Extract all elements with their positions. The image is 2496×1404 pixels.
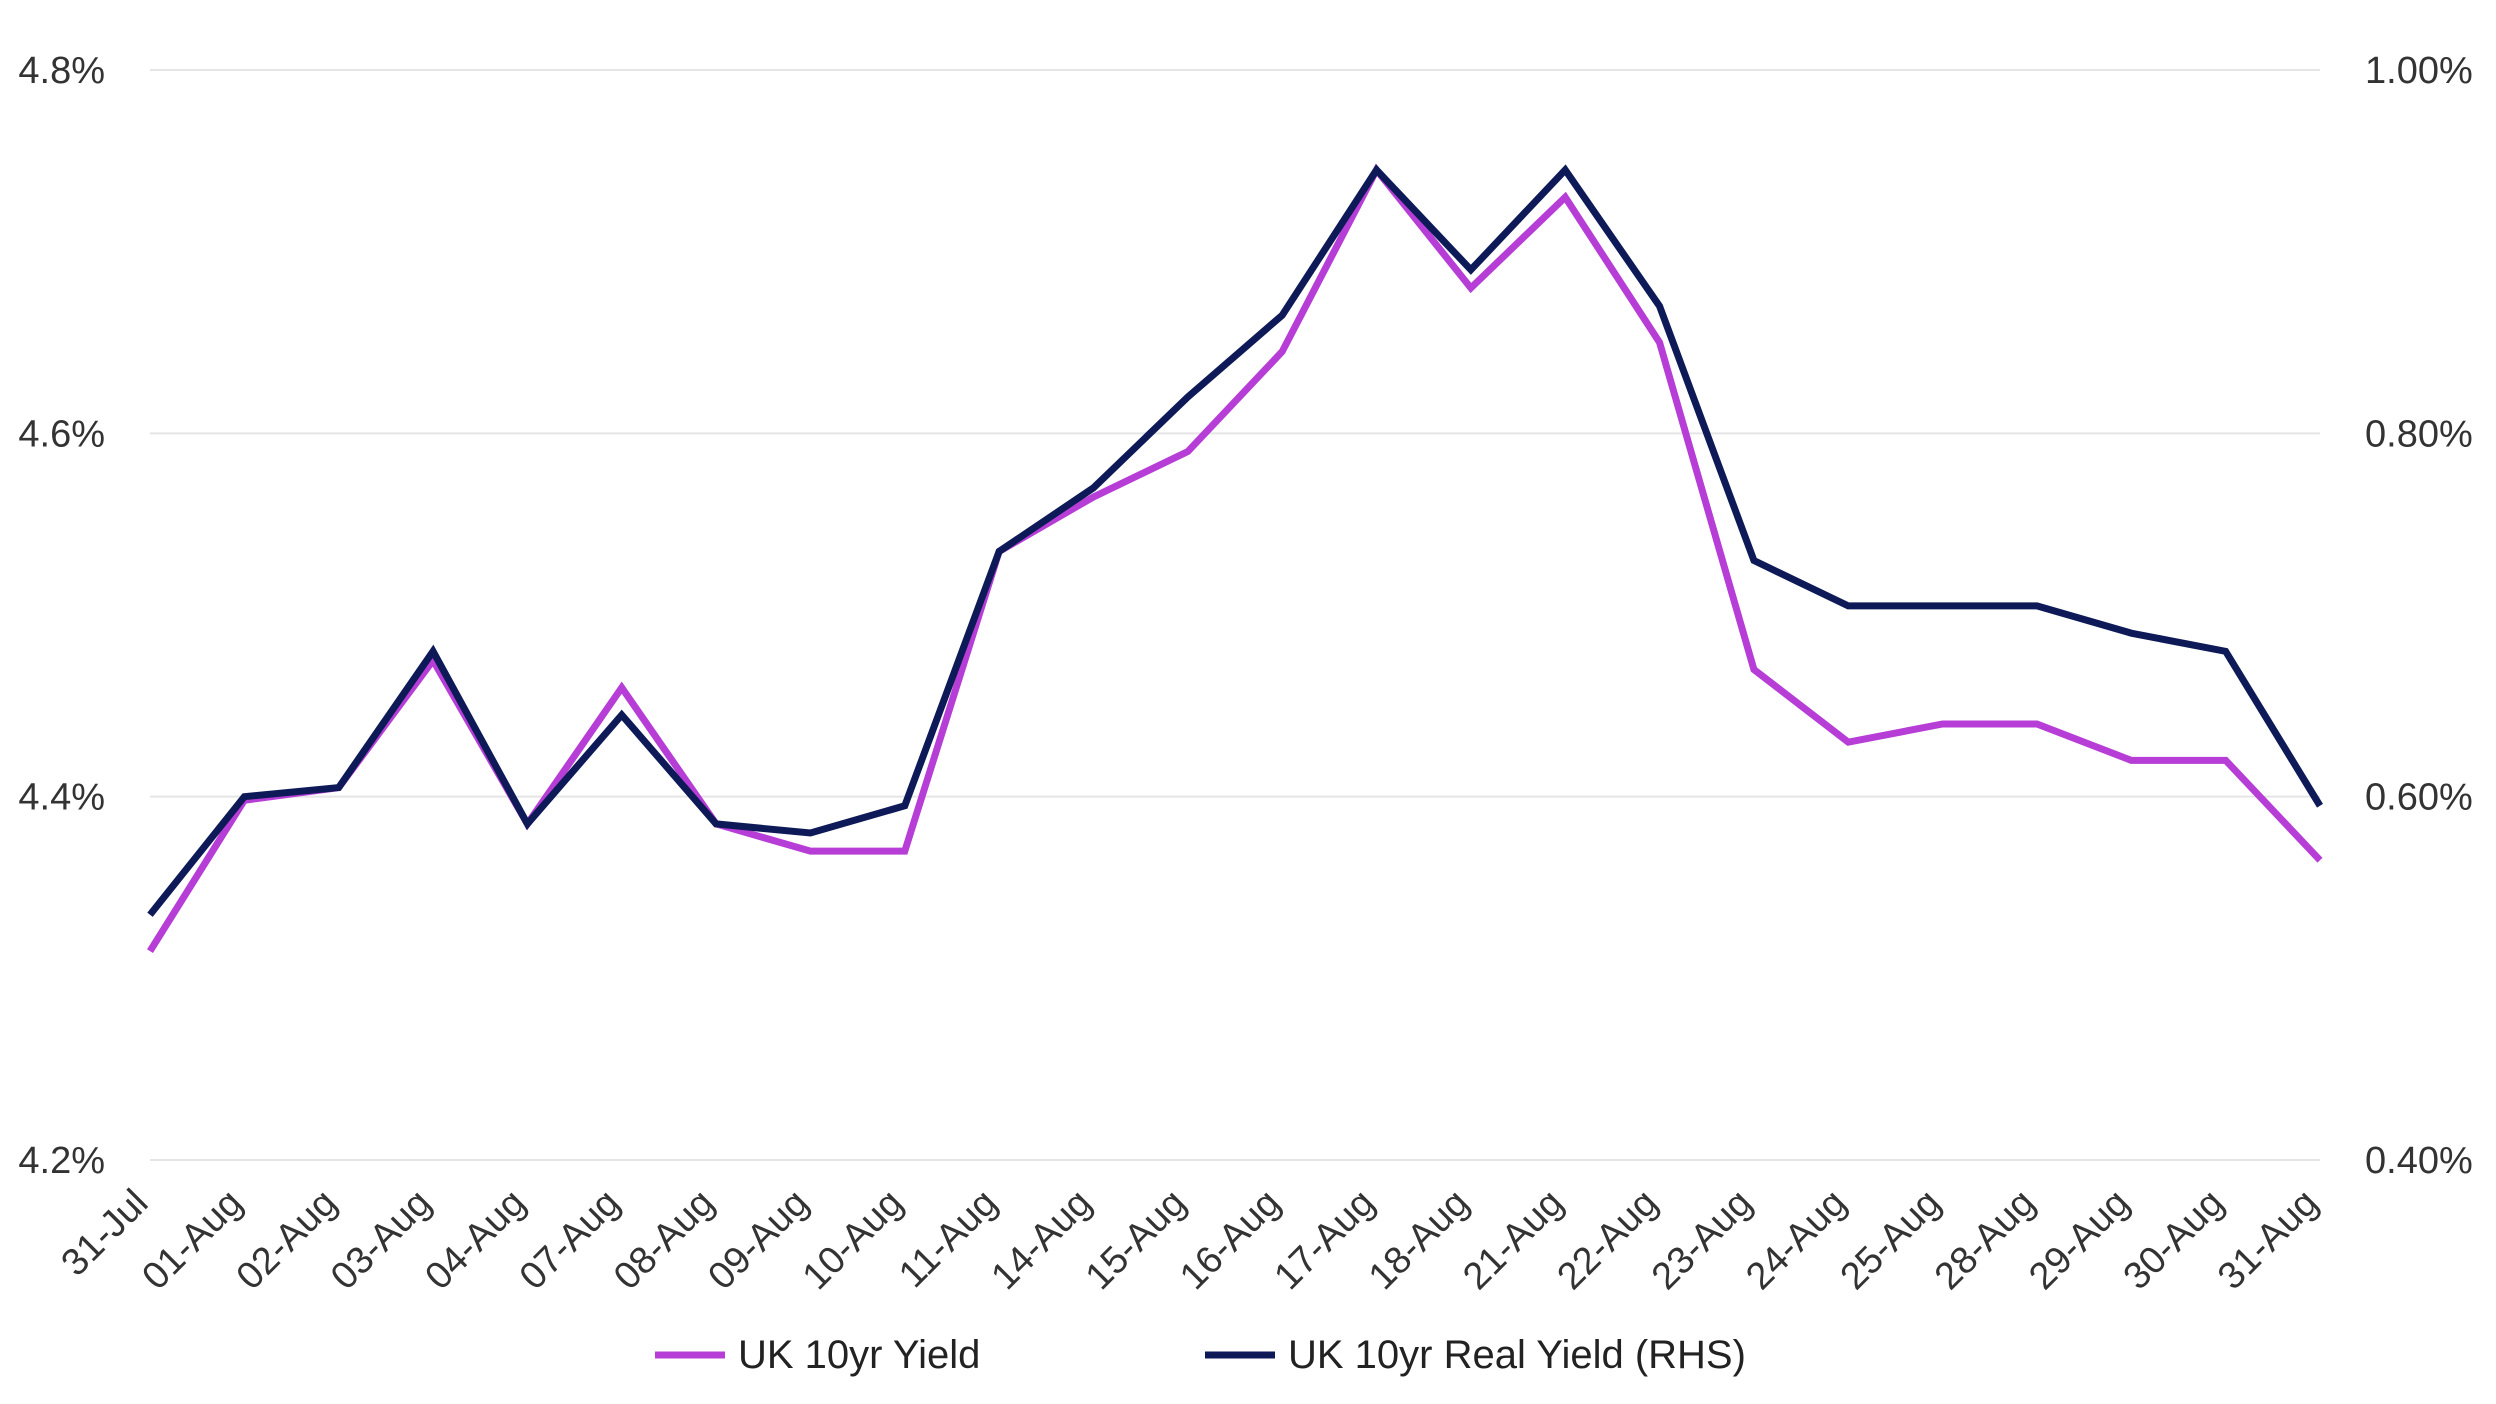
chart-svg: 4.2%4.4%4.6%4.8%0.40%0.60%0.80%1.00%31-J… [0,0,2496,1404]
yield-chart: 4.2%4.4%4.6%4.8%0.40%0.60%0.80%1.00%31-J… [0,0,2496,1404]
right-axis-tick-label: 1.00% [2365,50,2473,92]
left-axis-tick-label: 4.4% [18,777,105,819]
right-axis-tick-label: 0.80% [2365,413,2473,455]
right-axis-tick-label: 0.60% [2365,777,2473,819]
right-axis-tick-label: 0.40% [2365,1140,2473,1182]
left-axis-tick-label: 4.2% [18,1140,105,1182]
legend-label-uk_10yr_real_yield: UK 10yr Real Yield (RHS) [1288,1333,1746,1377]
left-axis-tick-label: 4.8% [18,50,105,92]
left-axis-tick-label: 4.6% [18,413,105,455]
legend-label-uk_10yr_yield: UK 10yr Yield [738,1333,980,1377]
